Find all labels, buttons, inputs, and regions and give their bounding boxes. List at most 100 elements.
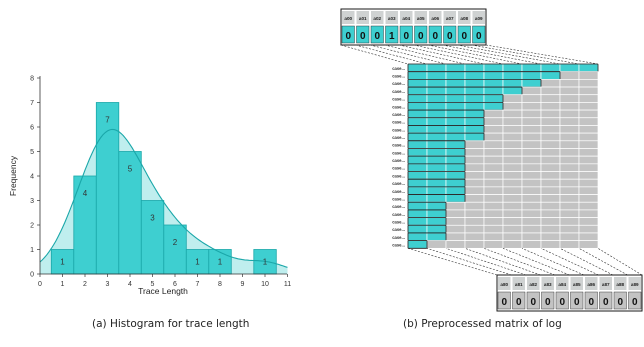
matrix-cell-empty <box>578 148 599 157</box>
caption-matrix: (b) Preprocessed matrix of log <box>403 318 562 330</box>
callout-header-label: a00 <box>344 16 352 21</box>
matrix-row-labels: case... case... case... case... case... case.… <box>392 66 405 248</box>
matrix-cell-empty <box>559 194 580 203</box>
matrix-cell-filled <box>445 148 466 157</box>
matrix-row-label: case... <box>392 235 405 240</box>
matrix-cell-empty <box>464 232 485 241</box>
callout-connector <box>398 44 485 65</box>
caption-histogram: (a) Histogram for trace length <box>92 318 250 330</box>
callout-header-cell <box>628 277 641 290</box>
matrix-cell-filled <box>426 194 447 203</box>
y-tick-label: 3 <box>30 198 34 205</box>
matrix-cell-empty <box>521 94 542 103</box>
matrix-cell-empty <box>559 240 580 249</box>
matrix-cell-empty <box>464 171 485 180</box>
callout-value-cell <box>356 25 370 44</box>
callout-value-cell <box>584 291 598 310</box>
histogram-bar <box>163 224 187 275</box>
matrix-cell-empty <box>540 109 561 119</box>
callout-value: 0 <box>403 31 409 42</box>
matrix-cell-filled <box>407 194 428 203</box>
top-callout-lines <box>340 44 599 65</box>
callout-header-label: a01 <box>359 16 367 21</box>
matrix-cell-empty <box>502 163 523 172</box>
matrix-cell-empty <box>578 240 599 249</box>
x-tick-label: 4 <box>128 281 132 288</box>
callout-value-cell <box>341 25 355 44</box>
matrix-cell-filled <box>407 186 428 195</box>
matrix-cell-empty <box>502 109 523 119</box>
matrix-cell-filled <box>464 63 485 73</box>
matrix-cell-empty <box>540 102 561 111</box>
top-row-callout: a00 0 a01 0 a02 0 a03 1 a04 0 a05 0 a06 0 a07 0 a08 0 a09 0 <box>340 8 487 46</box>
matrix-cell-empty <box>464 186 485 195</box>
matrix-cell-filled <box>407 232 428 241</box>
matrix-cell-empty <box>483 240 504 249</box>
matrix-cell-filled <box>426 217 447 226</box>
callout-value-cell <box>628 291 642 310</box>
callout-value-cell <box>414 25 428 44</box>
bar-data-label: 1 <box>60 258 65 267</box>
callout-connector <box>426 248 512 276</box>
matrix-cell-filled <box>426 155 447 165</box>
matrix-cell-empty <box>540 178 561 188</box>
matrix-row-label: case... <box>392 150 405 155</box>
callout-header-label: a83 <box>544 282 552 287</box>
matrix-cell-empty <box>578 86 599 96</box>
callout-header-label: a07 <box>446 16 454 21</box>
matrix-row-label: case... <box>392 219 405 224</box>
callout-value: 0 <box>516 297 522 308</box>
matrix-cell-empty <box>559 155 580 165</box>
matrix-cell-filled <box>426 102 447 111</box>
y-tick-label: 5 <box>30 149 34 156</box>
callout-header-cell <box>443 11 456 24</box>
matrix-cell-filled <box>426 109 447 119</box>
callout-value-cell <box>555 291 569 310</box>
callout-value-cell <box>497 291 511 310</box>
matrix-cell-filled <box>483 79 504 88</box>
matrix-cell-empty <box>578 79 599 88</box>
matrix-cell-filled <box>426 117 447 126</box>
matrix-cell-empty <box>445 232 466 241</box>
matrix-cell-filled <box>426 140 447 149</box>
x-tick-label: 3 <box>106 281 110 288</box>
matrix-cell-empty <box>559 201 580 211</box>
matrix-row-label: case... <box>392 89 405 94</box>
matrix-cell-empty <box>540 79 561 88</box>
matrix-cell-empty <box>521 224 542 234</box>
matrix-grid <box>407 63 599 249</box>
matrix-cell-filled <box>540 71 561 80</box>
matrix-cell-empty <box>483 232 504 241</box>
matrix-cell-empty <box>464 194 485 203</box>
callout-header-cell <box>585 277 598 290</box>
matrix-cell-empty <box>521 194 542 203</box>
callout-connector <box>597 248 643 276</box>
matrix-cell-empty <box>578 155 599 165</box>
matrix-cell-filled <box>445 163 466 172</box>
bar-data-label: 4 <box>83 189 88 198</box>
matrix-row-label: case... <box>392 173 405 178</box>
callout-header-label: a03 <box>388 16 396 21</box>
callout-connector <box>413 44 504 65</box>
matrix-cell-filled <box>464 117 485 126</box>
matrix-row-label: case... <box>392 97 405 102</box>
x-tick-label: 8 <box>218 281 222 288</box>
matrix-cell-empty <box>578 194 599 203</box>
matrix-cell-empty <box>464 178 485 188</box>
callout-connector <box>540 248 599 276</box>
matrix-cell-empty <box>464 224 485 234</box>
matrix-cell-filled <box>426 63 447 73</box>
x-tick-label: 5 <box>151 281 155 288</box>
matrix-cell-empty <box>502 232 523 241</box>
matrix-cell-empty <box>502 201 523 211</box>
matrix-cell-filled <box>445 94 466 103</box>
matrix-cell-empty <box>483 194 504 203</box>
matrix-cell-empty <box>540 117 561 126</box>
matrix-cell-empty <box>540 155 561 165</box>
histogram-bar <box>95 102 120 275</box>
matrix-cell-empty <box>502 171 523 180</box>
matrix-cell-filled <box>407 178 428 188</box>
matrix-row-label: case... <box>392 196 405 201</box>
callout-value-cell <box>472 25 486 44</box>
matrix-cell-filled <box>407 79 428 88</box>
